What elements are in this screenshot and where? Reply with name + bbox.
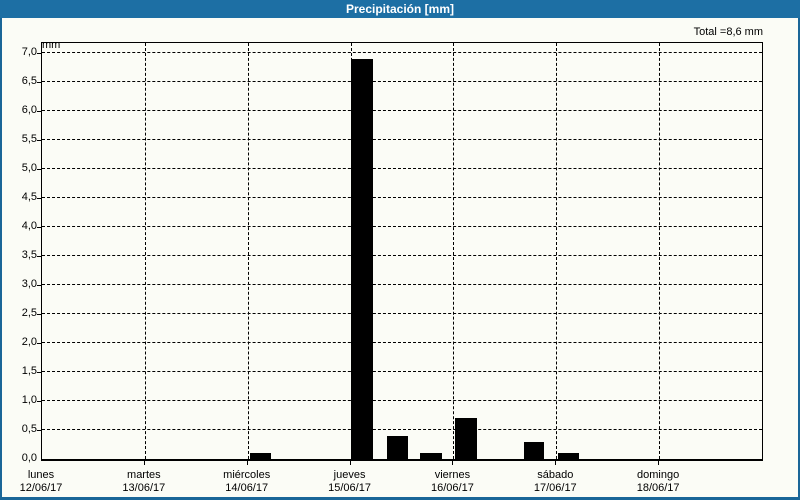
y-axis-tick-label: 4,0 [21,219,37,232]
total-label: Total =8,6 mm [693,26,763,38]
y-axis-tick-label: 4,5 [21,190,37,203]
day-separator [556,43,557,459]
chart-plot-area [41,42,763,461]
window-border-bottom [0,497,800,500]
day-separator [659,43,660,459]
x-axis-date-label: 14/06/17 [225,482,269,494]
window-border-left [0,18,2,500]
y-gridline [42,167,762,169]
y-gridline [42,312,762,314]
y-gridline [42,429,762,430]
y-gridline [42,51,762,53]
x-axis-day-label: sábado [537,469,574,481]
window-border-right [798,18,800,500]
y-gridline [42,138,762,140]
x-axis-day-label: domingo [637,469,680,481]
day-separator [248,43,249,459]
y-axis-tick-label: 1,5 [21,364,37,377]
y-axis-tick-label: 7,0 [21,45,37,58]
y-gridline [42,370,762,372]
y-gridline [42,225,762,227]
y-gridline [42,196,762,198]
precipitation-bar [387,436,408,459]
y-axis-tick-label: 5,5 [21,132,37,145]
x-axis-tick [658,461,659,465]
x-axis-day-label: viernes [434,469,471,481]
y-axis-tick-label: 2,0 [21,335,37,348]
y-axis-tick-label: 2,5 [21,306,37,319]
x-axis-tick [144,461,145,465]
window-titlebar: Precipitación [mm] [0,0,800,18]
y-gridline [42,341,762,343]
y-gridline [42,254,762,256]
y-axis-tick-label: 0,0 [21,452,37,464]
y-gridline [42,283,762,285]
x-axis-date-label: 12/06/17 [19,482,63,494]
precipitation-bar [250,453,271,459]
x-axis-tick [247,461,248,465]
y-axis-tick-label: 0,5 [21,422,37,435]
precipitation-bar [524,442,544,459]
x-axis-tick [555,461,556,465]
x-axis-tick [452,461,453,465]
day-separator [145,43,146,459]
y-axis-tick-label: 3,5 [21,248,37,261]
precipitation-bar [558,453,579,459]
y-gridline [42,399,762,401]
x-axis-date-label: 16/06/17 [431,482,474,494]
precipitation-bar [351,59,373,459]
day-separator [453,43,454,459]
x-axis-tick [350,461,351,465]
x-axis-date-label: 17/06/17 [533,482,577,494]
y-axis-tick-label: 5,0 [21,161,37,174]
x-axis-date-label: 13/06/17 [122,482,166,494]
y-gridline [42,80,762,82]
x-axis-day-label: miércoles [223,469,271,481]
x-axis-day-label: lunes [27,469,55,481]
window-title: Precipitación [mm] [345,2,455,16]
y-axis-tick-label: 6,5 [21,74,37,87]
x-axis-day-label: jueves [333,469,366,481]
y-axis-tick-label: 1,0 [21,393,37,406]
precipitation-bar [455,418,477,459]
y-axis-tick-label: 3,0 [21,277,37,290]
x-axis-date-label: 18/06/17 [636,482,680,494]
x-axis-date-label: 15/06/17 [328,482,371,494]
precipitation-bar [420,453,442,459]
y-axis-tick-label: 6,0 [21,103,37,116]
x-axis-day-label: martes [127,469,161,481]
y-gridline [42,109,762,111]
